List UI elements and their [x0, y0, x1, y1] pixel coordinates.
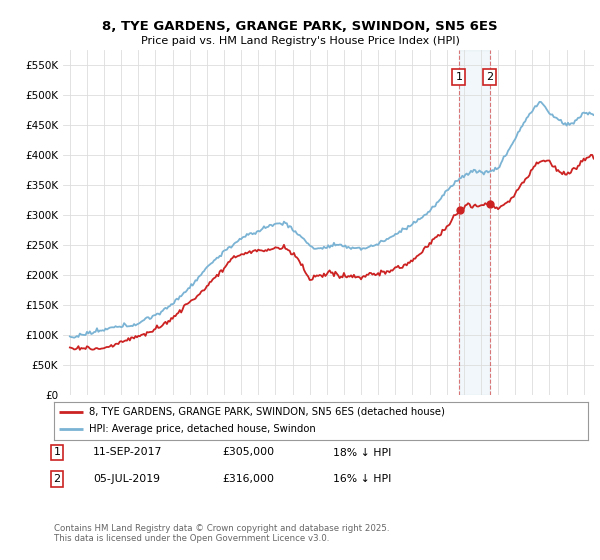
Text: Price paid vs. HM Land Registry's House Price Index (HPI): Price paid vs. HM Land Registry's House …	[140, 36, 460, 46]
Text: Contains HM Land Registry data © Crown copyright and database right 2025.
This d: Contains HM Land Registry data © Crown c…	[54, 524, 389, 543]
Text: 18% ↓ HPI: 18% ↓ HPI	[333, 447, 391, 458]
Text: 8, TYE GARDENS, GRANGE PARK, SWINDON, SN5 6ES (detached house): 8, TYE GARDENS, GRANGE PARK, SWINDON, SN…	[89, 407, 445, 417]
Text: HPI: Average price, detached house, Swindon: HPI: Average price, detached house, Swin…	[89, 424, 316, 435]
Text: 8, TYE GARDENS, GRANGE PARK, SWINDON, SN5 6ES: 8, TYE GARDENS, GRANGE PARK, SWINDON, SN…	[102, 20, 498, 32]
Text: 2: 2	[53, 474, 61, 484]
Text: 1: 1	[53, 447, 61, 458]
Text: £305,000: £305,000	[222, 447, 274, 458]
Text: £316,000: £316,000	[222, 474, 274, 484]
Bar	[459, 50, 490, 395]
Text: 2: 2	[486, 72, 493, 82]
Text: 11-SEP-2017: 11-SEP-2017	[93, 447, 163, 458]
Text: 1: 1	[455, 72, 463, 82]
Text: 05-JUL-2019: 05-JUL-2019	[93, 474, 160, 484]
Text: 16% ↓ HPI: 16% ↓ HPI	[333, 474, 391, 484]
